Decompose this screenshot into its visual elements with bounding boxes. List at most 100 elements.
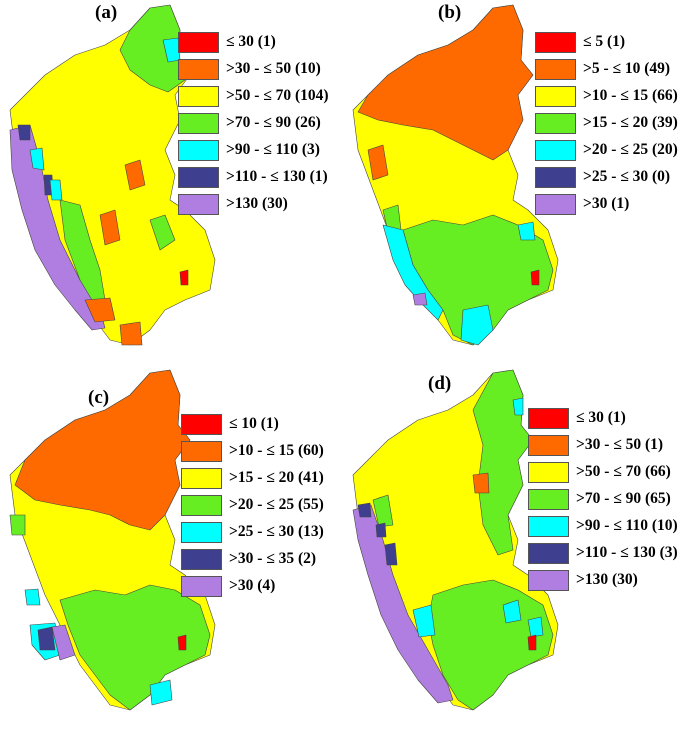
legend-label: >110 - ≤ 130 (1) bbox=[226, 168, 328, 185]
legend-swatch bbox=[178, 59, 219, 80]
legend-label: >90 - ≤ 110 (10) bbox=[576, 517, 678, 534]
legend-swatch bbox=[178, 113, 219, 134]
map-region-purple bbox=[412, 292, 428, 306]
map-region-cyan bbox=[512, 397, 524, 416]
legend-swatch bbox=[181, 522, 222, 543]
legend-label: >50 - ≤ 70 (66) bbox=[576, 463, 671, 480]
legend: ≤ 5 (1) >5 - ≤ 10 (49) >10 - ≤ 15 (66) >… bbox=[535, 32, 685, 222]
legend-label: ≤ 30 (1) bbox=[576, 409, 626, 426]
legend-label: >130 (30) bbox=[226, 195, 288, 212]
map-region-green bbox=[119, 4, 186, 93]
legend-swatch bbox=[528, 408, 569, 429]
legend-swatch bbox=[181, 441, 222, 462]
legend-label: >10 - ≤ 15 (66) bbox=[583, 87, 678, 104]
legend-label: >20 - ≤ 25 (55) bbox=[229, 496, 324, 513]
legend-swatch bbox=[178, 32, 219, 53]
legend-label: >70 - ≤ 90 (65) bbox=[576, 490, 671, 507]
legend-label: >110 - ≤ 130 (3) bbox=[576, 544, 678, 561]
map-region-navy bbox=[17, 124, 31, 141]
map-region-purple bbox=[51, 624, 76, 661]
map-region-cyan bbox=[49, 179, 63, 201]
map-region-navy bbox=[37, 626, 56, 651]
map-region-navy bbox=[375, 522, 387, 538]
map-region-cyan bbox=[29, 147, 45, 171]
map-region-cyan bbox=[460, 304, 494, 346]
legend-label: ≤ 10 (1) bbox=[229, 415, 279, 432]
legend-swatch bbox=[535, 167, 576, 188]
choropleth-map-c bbox=[9, 369, 216, 711]
legend-label: >30 - ≤ 50 (1) bbox=[576, 436, 664, 453]
legend-swatch bbox=[535, 86, 576, 107]
legend-swatch bbox=[528, 462, 569, 483]
legend-label: ≤ 5 (1) bbox=[583, 33, 626, 50]
panel-label: (a) bbox=[95, 2, 118, 23]
map-region-cyan bbox=[502, 599, 522, 624]
map-region-cyan bbox=[412, 604, 436, 638]
map-region-green bbox=[149, 214, 176, 251]
legend-swatch bbox=[178, 140, 219, 161]
legend-label: ≤ 30 (1) bbox=[226, 33, 276, 50]
legend-label: >130 (30) bbox=[576, 571, 638, 588]
map-region-cyan bbox=[382, 224, 444, 321]
legend-label: >50 - ≤ 70 (104) bbox=[226, 87, 329, 104]
map-region-green bbox=[59, 584, 211, 711]
legend-swatch bbox=[535, 113, 576, 134]
legend-swatch bbox=[535, 194, 576, 215]
choropleth-map-d bbox=[352, 369, 559, 711]
map-region-red bbox=[530, 269, 540, 286]
legend-label: >90 - ≤ 110 (3) bbox=[226, 141, 320, 158]
legend-swatch bbox=[178, 194, 219, 215]
legend-label: >20 - ≤ 25 (20) bbox=[583, 141, 678, 158]
map-region-orange bbox=[472, 472, 490, 494]
legend-swatch bbox=[181, 576, 222, 597]
legend-label: >5 - ≤ 10 (49) bbox=[583, 60, 671, 77]
map-region-purple bbox=[9, 124, 106, 331]
legend-swatch bbox=[528, 543, 569, 564]
legend-swatch bbox=[535, 140, 576, 161]
panel-b: (b) ≤ 5 (1) >5 - ≤ 10 (49) >10 - ≤ 15 (6… bbox=[343, 0, 685, 364]
legend: ≤ 30 (1) >30 - ≤ 50 (1) >50 - ≤ 70 (66) … bbox=[528, 408, 685, 598]
legend-label: >30 - ≤ 50 (10) bbox=[226, 60, 321, 77]
choropleth-map-a bbox=[9, 4, 216, 346]
legend-swatch bbox=[178, 86, 219, 107]
legend-swatch bbox=[535, 59, 576, 80]
legend-swatch bbox=[181, 414, 222, 435]
legend-swatch bbox=[181, 468, 222, 489]
map-region-red bbox=[179, 269, 189, 286]
map-region-green bbox=[427, 579, 554, 711]
legend: ≤ 10 (1) >10 - ≤ 15 (60) >15 - ≤ 20 (41)… bbox=[181, 414, 341, 604]
map-region-red bbox=[177, 634, 187, 651]
map-region-cyan bbox=[149, 679, 173, 706]
legend-swatch bbox=[528, 516, 569, 537]
choropleth-map-b bbox=[352, 4, 559, 346]
map-region-orange bbox=[124, 159, 146, 191]
legend-label: >70 - ≤ 90 (26) bbox=[226, 114, 321, 131]
panel-label: (b) bbox=[438, 2, 462, 23]
legend-swatch bbox=[181, 549, 222, 570]
panel-label: (c) bbox=[88, 387, 110, 408]
map-region-navy bbox=[357, 502, 372, 518]
map-region-orange bbox=[84, 297, 116, 323]
map-region-orange bbox=[357, 4, 534, 161]
map-region-orange bbox=[367, 144, 389, 181]
legend-label: >15 - ≤ 20 (41) bbox=[229, 469, 324, 486]
panel-c: (c) ≤ 10 (1) >10 - ≤ 15 (60) >15 - ≤ 20 … bbox=[0, 365, 342, 729]
legend-label: >30 - ≤ 35 (2) bbox=[229, 550, 317, 567]
map-region-orange bbox=[99, 209, 121, 246]
legend-swatch bbox=[181, 495, 222, 516]
panel-a: (a) ≤ 30 (1) >30 - ≤ 50 (10) >50 - ≤ 70 … bbox=[0, 0, 342, 364]
legend: ≤ 30 (1) >30 - ≤ 50 (10) >50 - ≤ 70 (104… bbox=[178, 32, 343, 222]
map-region-cyan bbox=[24, 588, 41, 606]
legend-swatch bbox=[528, 435, 569, 456]
legend-label: >15 - ≤ 20 (39) bbox=[583, 114, 678, 131]
legend-swatch bbox=[528, 570, 569, 591]
map-region-green bbox=[9, 514, 26, 536]
legend-label: >30 (4) bbox=[229, 577, 276, 594]
legend-label: >25 - ≤ 30 (0) bbox=[583, 168, 671, 185]
panel-d: (d) ≤ 30 (1) >30 - ≤ 50 (1) >50 - ≤ 70 (… bbox=[343, 365, 685, 729]
map-region-navy bbox=[384, 542, 398, 566]
legend-label: >10 - ≤ 15 (60) bbox=[229, 442, 324, 459]
legend-label: >30 (1) bbox=[583, 195, 630, 212]
map-region-cyan bbox=[527, 616, 544, 638]
map-region-cyan bbox=[517, 221, 536, 241]
